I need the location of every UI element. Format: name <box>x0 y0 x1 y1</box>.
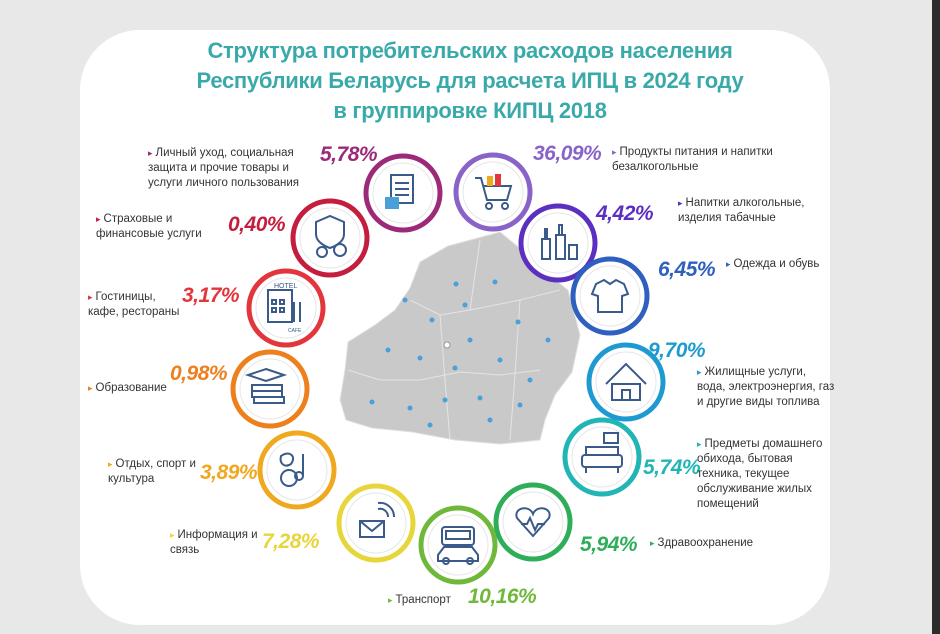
bullet-icon: ▸ <box>148 148 153 158</box>
pct-food: 36,09% <box>533 142 602 165</box>
recreation-icon <box>257 430 337 510</box>
label-alcohol: ▸ Напитки алкогольные, изделия табачные <box>678 197 805 224</box>
label-household: ▸ Предметы домашнего обихода, бытовая тех… <box>697 438 823 510</box>
pct-insurance: 0,40% <box>228 213 286 236</box>
belarus-map <box>339 231 581 445</box>
pct-clothing: 6,45% <box>658 258 716 281</box>
map-pins <box>369 259 551 428</box>
pct-transport: 10,16% <box>468 585 537 608</box>
pct-communication: 7,28% <box>262 530 320 553</box>
insurance-icon <box>290 198 370 278</box>
pct-restaurants: 3,17% <box>182 284 240 307</box>
bullet-icon: ▸ <box>678 198 683 208</box>
house-icon <box>586 342 666 422</box>
bullet-icon: ▸ <box>612 147 617 157</box>
label-transport: ▸ Транспорт <box>388 594 451 606</box>
bullet-icon: ▸ <box>726 259 731 269</box>
label-personal: ▸ Личный уход, социальная защита и прочие… <box>148 147 300 189</box>
personal-care-icon <box>363 153 443 233</box>
bullet-icon: ▸ <box>96 214 101 224</box>
clothing-icon <box>570 256 650 336</box>
education-icon <box>230 349 310 429</box>
pct-health: 5,94% <box>580 533 638 556</box>
title-line-2: Республики Беларусь для расчета ИПЦ в 20… <box>196 68 744 93</box>
pct-education: 0,98% <box>170 362 228 385</box>
label-communication: ▸ Информация и связь <box>170 529 258 556</box>
bullet-icon: ▸ <box>88 383 93 393</box>
hotel-sign-text: HOTEL <box>274 283 297 290</box>
label-recreation: ▸ Отдых, спорт и культура <box>108 458 196 485</box>
label-restaurants: ▸ Гостиницы, кафе, рестораны <box>88 291 180 318</box>
sofa-icon <box>562 417 642 497</box>
bottles-icon <box>518 203 598 283</box>
pct-alcohol: 4,42% <box>596 202 654 225</box>
label-housing: ▸ Жилищные услуги, вода, электроэнергия, … <box>697 366 835 408</box>
bullet-icon: ▸ <box>170 530 175 540</box>
bullet-icon: ▸ <box>388 595 393 605</box>
medicine-icon <box>493 482 573 562</box>
title-line-3: в группировке КИПЦ 2018 <box>333 98 607 123</box>
communication-icon <box>336 483 416 563</box>
label-clothing: ▸ Одежда и обувь <box>726 258 820 270</box>
transport-icon <box>418 505 498 585</box>
label-education: ▸ Образование <box>88 382 167 394</box>
label-health: ▸ Здравоохранение <box>650 537 754 549</box>
label-food: ▸ Продукты питания и напитки безалкогольн… <box>612 146 773 173</box>
title-line-1: Структура потребительских расходов насел… <box>207 38 733 63</box>
map-regions <box>347 239 561 441</box>
bullet-icon: ▸ <box>88 292 93 302</box>
label-insurance: ▸ Страховые и финансовые услуги <box>96 213 202 240</box>
shopping-cart-icon <box>453 152 533 232</box>
cafe-sign-text: CAFE <box>288 328 302 334</box>
hotel-icon <box>246 268 326 348</box>
bullet-icon: ▸ <box>697 439 702 449</box>
bullet-icon: ▸ <box>697 367 702 377</box>
pct-housing: 9,70% <box>648 339 706 362</box>
pct-household: 5,74% <box>643 456 701 479</box>
pct-recreation: 3,89% <box>200 461 258 484</box>
bullet-icon: ▸ <box>108 459 113 469</box>
bullet-icon: ▸ <box>650 538 655 548</box>
viewer-scrollbar[interactable] <box>932 0 940 634</box>
pct-personal: 5,78% <box>320 143 378 166</box>
